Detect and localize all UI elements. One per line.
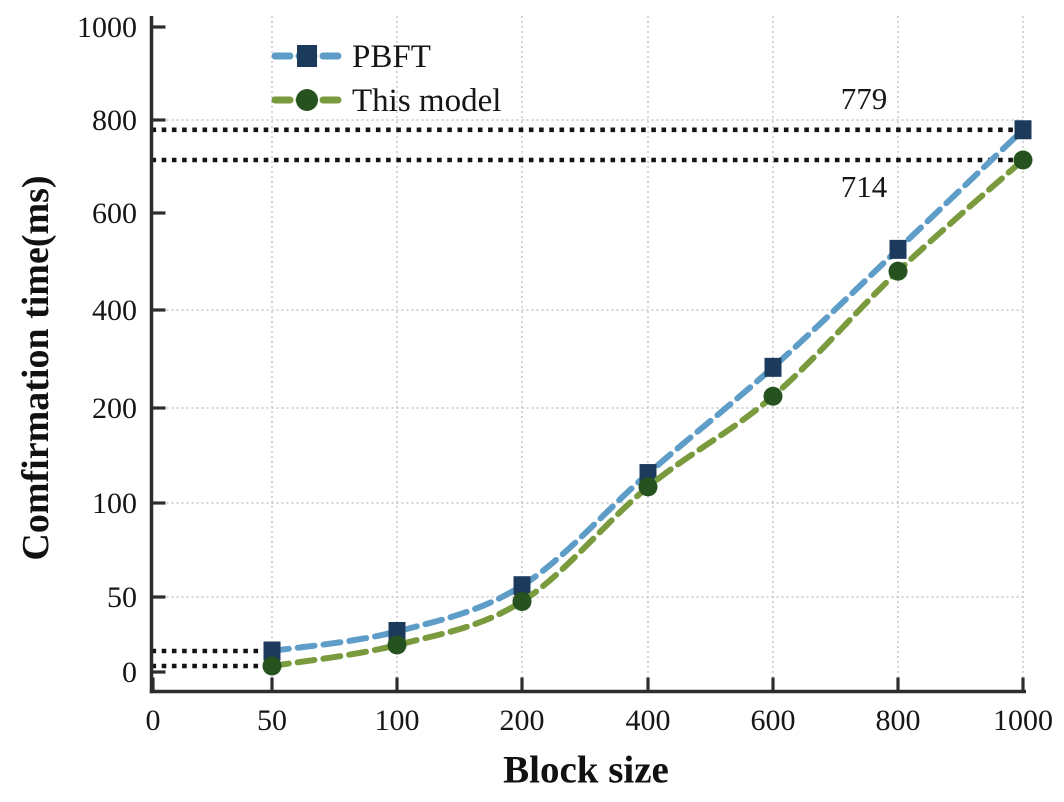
data-point-marker <box>889 239 907 259</box>
annotation-label: 779 <box>841 81 888 116</box>
x-tick-label: 800 <box>876 704 921 737</box>
data-point-marker <box>764 357 782 377</box>
data-point-marker <box>388 622 406 641</box>
y-tick-label: 100 <box>92 487 137 520</box>
data-point-marker <box>263 641 281 661</box>
x-axis-label: Block size <box>503 748 669 792</box>
x-tick-label: 1000 <box>993 704 1053 737</box>
axes: 0 50 100 200 400 600 800 1000 0 50 100 200 400 600 800… <box>77 11 1053 737</box>
data-point-marker <box>639 464 657 484</box>
legend-marker-circle <box>296 89 318 111</box>
y-tick-label: 1000 <box>77 11 137 44</box>
x-tick-label: 100 <box>375 704 420 737</box>
data-point-marker <box>387 635 407 655</box>
gridlines <box>151 16 1024 691</box>
x-tick-label: 600 <box>751 704 796 737</box>
data-point-marker <box>888 261 908 281</box>
series-this-model <box>262 150 1033 676</box>
legend-label: PBFT <box>352 39 431 75</box>
x-tick-label: 0 <box>146 704 161 737</box>
y-axis-label: Comfirmation time(ms) <box>15 175 57 561</box>
y-tick-label: 200 <box>92 392 137 425</box>
annotation-label: 714 <box>841 169 888 204</box>
y-tick-label: 400 <box>92 294 137 327</box>
series-pbft <box>263 120 1032 661</box>
data-point-marker <box>1014 120 1032 140</box>
x-tick-label: 200 <box>500 704 545 737</box>
legend: PBFT This model <box>271 39 501 119</box>
x-tick-label: 400 <box>626 704 671 737</box>
data-point-marker <box>638 477 658 497</box>
annotation-lines <box>151 127 1025 669</box>
data-point-marker <box>1013 150 1033 170</box>
y-tick-label: 800 <box>92 104 137 137</box>
y-tick-label: 50 <box>107 581 137 614</box>
data-point-marker <box>763 386 783 406</box>
data-point-marker <box>262 656 282 676</box>
data-point-marker <box>513 576 531 596</box>
y-tick-label: 600 <box>92 197 137 230</box>
data-point-marker <box>512 592 532 611</box>
x-tick-label: 50 <box>257 704 287 737</box>
legend-label: This model <box>352 83 501 119</box>
legend-marker-square <box>297 45 317 67</box>
y-tick-label: 0 <box>122 656 137 689</box>
